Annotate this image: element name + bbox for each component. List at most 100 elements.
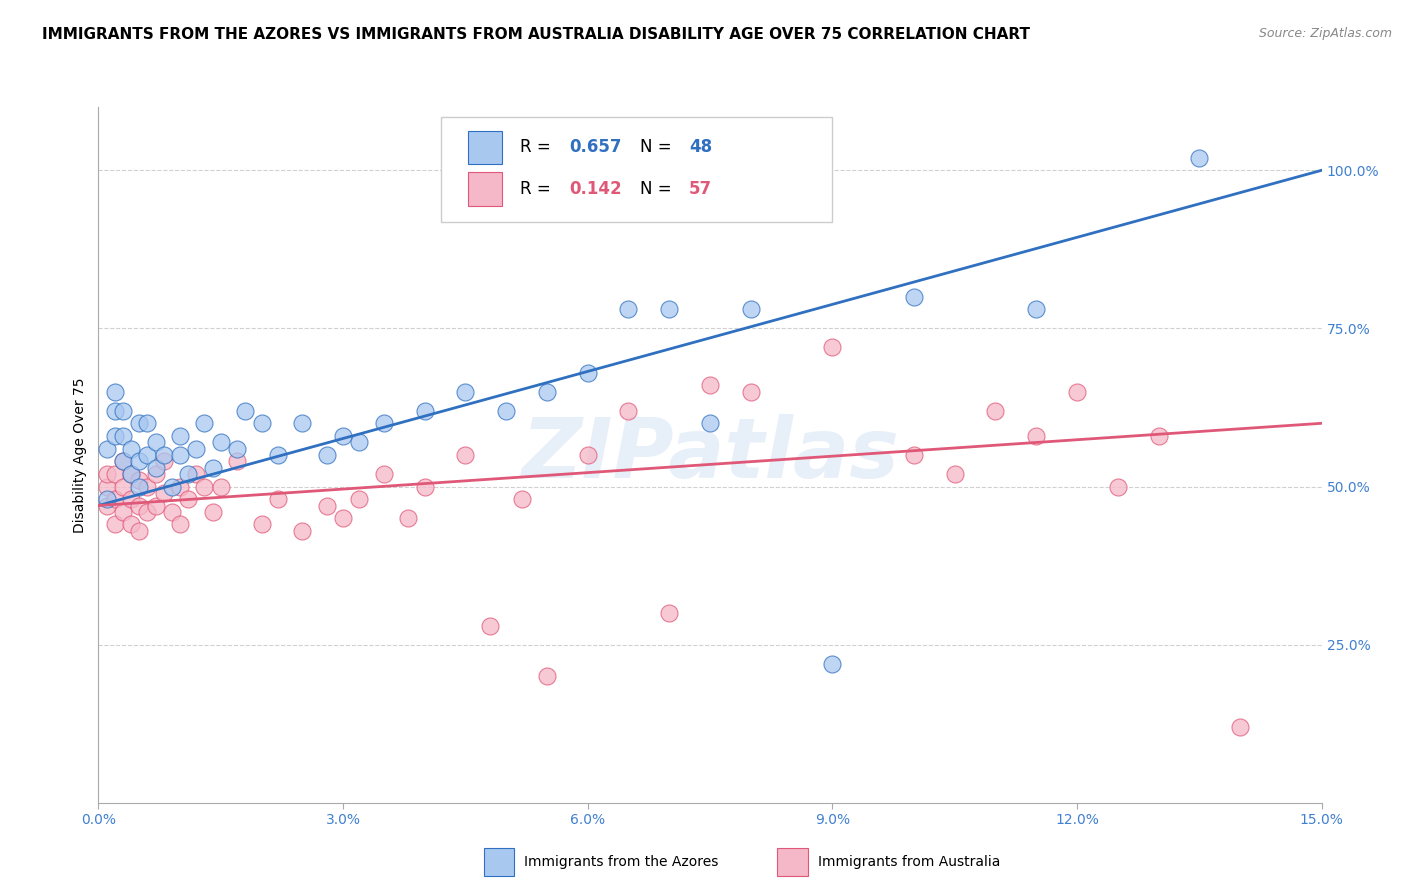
Point	[315, 448, 337, 462]
Text: N =: N =	[640, 180, 678, 198]
Point	[413, 479, 436, 493]
Point	[1188, 151, 1211, 165]
Point	[193, 417, 215, 431]
Point	[111, 505, 134, 519]
Point	[903, 290, 925, 304]
Point	[104, 492, 127, 507]
Point	[512, 492, 534, 507]
Point	[943, 467, 966, 481]
Point	[233, 403, 256, 417]
Point	[104, 384, 127, 399]
Point	[145, 460, 167, 475]
Point	[315, 499, 337, 513]
Point	[120, 492, 142, 507]
Point	[250, 417, 273, 431]
Point	[160, 505, 183, 519]
Text: 0.657: 0.657	[569, 138, 621, 156]
Point	[96, 442, 118, 456]
Point	[111, 454, 134, 468]
FancyBboxPatch shape	[778, 848, 808, 876]
Point	[349, 492, 371, 507]
Point	[201, 460, 224, 475]
Text: 0.142: 0.142	[569, 180, 621, 198]
Point	[111, 429, 134, 443]
Point	[193, 479, 215, 493]
FancyBboxPatch shape	[468, 131, 502, 164]
Point	[111, 479, 134, 493]
Point	[96, 499, 118, 513]
FancyBboxPatch shape	[441, 118, 832, 222]
Point	[136, 448, 159, 462]
Point	[576, 448, 599, 462]
Text: ZIPatlas: ZIPatlas	[522, 415, 898, 495]
Point	[984, 403, 1007, 417]
Point	[136, 417, 159, 431]
Point	[128, 454, 150, 468]
Point	[177, 467, 200, 481]
Point	[250, 517, 273, 532]
Point	[104, 467, 127, 481]
Text: Source: ZipAtlas.com: Source: ZipAtlas.com	[1258, 27, 1392, 40]
Text: N =: N =	[640, 138, 678, 156]
Point	[128, 524, 150, 538]
Text: 48: 48	[689, 138, 713, 156]
Point	[267, 448, 290, 462]
FancyBboxPatch shape	[484, 848, 515, 876]
Text: Immigrants from the Azores: Immigrants from the Azores	[524, 855, 718, 869]
Point	[1025, 302, 1047, 317]
Point	[128, 499, 150, 513]
Point	[267, 492, 290, 507]
Point	[1107, 479, 1129, 493]
Point	[111, 454, 134, 468]
Point	[1229, 720, 1251, 734]
Point	[1147, 429, 1170, 443]
Point	[699, 378, 721, 392]
Point	[291, 524, 314, 538]
Point	[145, 467, 167, 481]
Point	[169, 517, 191, 532]
Point	[291, 417, 314, 431]
Point	[699, 417, 721, 431]
Point	[617, 403, 640, 417]
Point	[617, 302, 640, 317]
Point	[128, 473, 150, 487]
Point	[201, 505, 224, 519]
Point	[332, 511, 354, 525]
Point	[186, 467, 208, 481]
Point	[169, 448, 191, 462]
Point	[1066, 384, 1088, 399]
Point	[120, 442, 142, 456]
Point	[226, 442, 249, 456]
Point	[332, 429, 354, 443]
Point	[226, 454, 249, 468]
Point	[1025, 429, 1047, 443]
Point	[152, 454, 174, 468]
Text: R =: R =	[520, 138, 557, 156]
Point	[111, 403, 134, 417]
Point	[160, 479, 183, 493]
Y-axis label: Disability Age Over 75: Disability Age Over 75	[73, 377, 87, 533]
Point	[658, 606, 681, 620]
Text: 57: 57	[689, 180, 713, 198]
Point	[169, 429, 191, 443]
Text: Immigrants from Australia: Immigrants from Australia	[818, 855, 1000, 869]
Point	[396, 511, 419, 525]
Point	[658, 302, 681, 317]
Point	[120, 467, 142, 481]
Point	[120, 467, 142, 481]
FancyBboxPatch shape	[468, 172, 502, 206]
Point	[136, 505, 159, 519]
Point	[454, 448, 477, 462]
Point	[120, 517, 142, 532]
Text: IMMIGRANTS FROM THE AZORES VS IMMIGRANTS FROM AUSTRALIA DISABILITY AGE OVER 75 C: IMMIGRANTS FROM THE AZORES VS IMMIGRANTS…	[42, 27, 1031, 42]
Point	[145, 435, 167, 450]
Point	[96, 492, 118, 507]
Point	[576, 366, 599, 380]
Text: R =: R =	[520, 180, 557, 198]
Point	[104, 403, 127, 417]
Point	[536, 669, 558, 683]
Point	[821, 657, 844, 671]
Point	[349, 435, 371, 450]
Point	[478, 618, 501, 632]
Point	[152, 448, 174, 462]
